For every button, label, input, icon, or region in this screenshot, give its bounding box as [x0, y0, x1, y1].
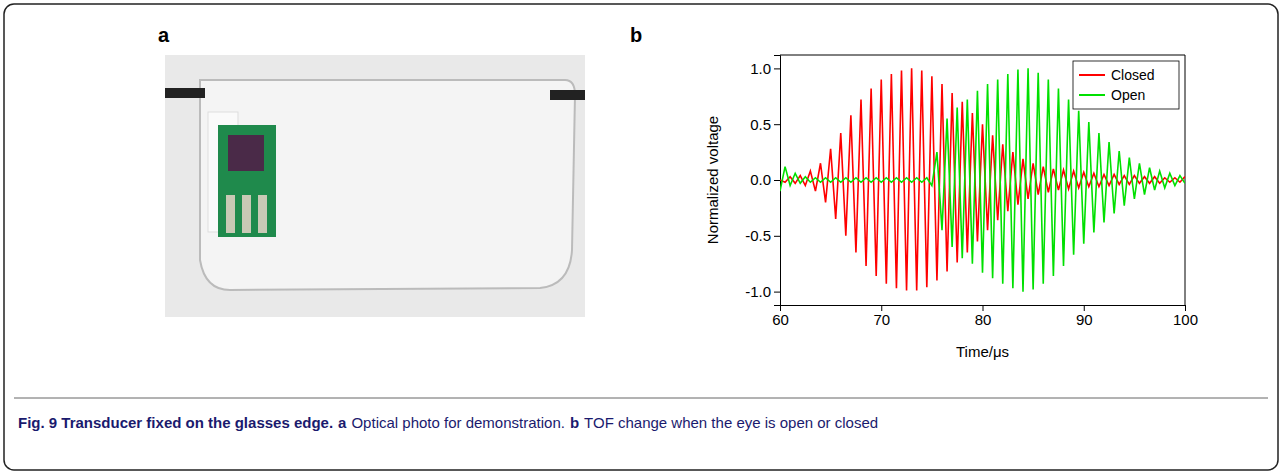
caption-part: Optical photo for demonstration. [351, 414, 564, 431]
y-tick-mark [774, 180, 780, 181]
y-tick-mark [774, 292, 780, 293]
legend-label: Closed [1111, 67, 1155, 83]
y-tick: -0.5 [745, 227, 780, 244]
x-tick-label: 70 [873, 311, 890, 328]
x-tick: 90 [1076, 305, 1093, 328]
x-tick-label: 90 [1076, 311, 1093, 328]
glasses-arm [550, 90, 585, 100]
frame [1185, 55, 1186, 305]
panel-label: a [158, 24, 170, 46]
caption-rule [14, 398, 1268, 399]
y-tick-label: 0.0 [750, 171, 771, 188]
x-tick: 60 [772, 305, 789, 328]
caption: Fig. 9 Transducer fixed on the glasses e… [18, 414, 878, 431]
legend-swatch [1079, 94, 1105, 96]
caption-part: a [338, 414, 347, 431]
y-tick-mark [774, 236, 780, 237]
caption-part: b [570, 414, 579, 431]
figure-frame [4, 4, 1278, 470]
x-tick: 100 [1173, 305, 1198, 328]
y-tick-label: -1.0 [745, 283, 771, 300]
y-tick: 1.0 [750, 60, 780, 77]
y-tick-label: -0.5 [745, 227, 771, 244]
y-axis: -1.0 -0.5 0.0 0.5 1.0 [745, 56, 780, 306]
y-tick-label: 0.5 [750, 115, 771, 132]
y-tick-mark [774, 124, 780, 125]
figure: a b 60 70 80 90 100 -1.0 -0.5 0.0 0.5 1.0 Time/μs Nor… [0, 0, 1282, 474]
x-axis-title: Time/μs [956, 343, 1009, 360]
pad [258, 195, 267, 233]
x-tick: 80 [975, 305, 992, 328]
glasses-arm [165, 88, 205, 98]
pad [242, 195, 251, 233]
y-tick-label: 1.0 [750, 60, 771, 77]
y-tick: 0.0 [750, 171, 780, 188]
legend-box [1073, 61, 1179, 109]
caption-part: TOF change when the eye is open or close… [584, 414, 878, 431]
y-axis-title: Normalized voltage [704, 116, 721, 244]
pad [226, 195, 235, 233]
caption-part: Fig. 9 Transducer fixed on the glasses e… [18, 414, 333, 431]
y-tick-mark [774, 68, 780, 69]
chart: 60 70 80 90 100 -1.0 -0.5 0.0 0.5 1.0 Time/μs Norma… [704, 55, 1198, 360]
legend-label: Open [1111, 87, 1145, 103]
glasses-lens [200, 80, 575, 290]
plot-area [780, 68, 1185, 291]
series-line [780, 68, 1185, 291]
pcb [218, 125, 276, 237]
x-tick-label: 80 [975, 311, 992, 328]
photo [165, 55, 585, 317]
legend: Closed Open [1073, 61, 1179, 109]
legend-swatch [1079, 74, 1105, 76]
x-axis: 60 70 80 90 100 [772, 305, 1198, 328]
x-tick-label: 100 [1173, 311, 1198, 328]
x-tick-label: 60 [772, 311, 789, 328]
photo-background [165, 55, 585, 317]
y-axis-line [774, 56, 781, 306]
x-tick: 70 [873, 305, 890, 328]
frame [780, 55, 1185, 56]
y-tick: 0.5 [750, 115, 780, 132]
y-tick: -1.0 [745, 283, 780, 300]
transducer [228, 135, 264, 171]
panel-label: b [630, 24, 642, 46]
